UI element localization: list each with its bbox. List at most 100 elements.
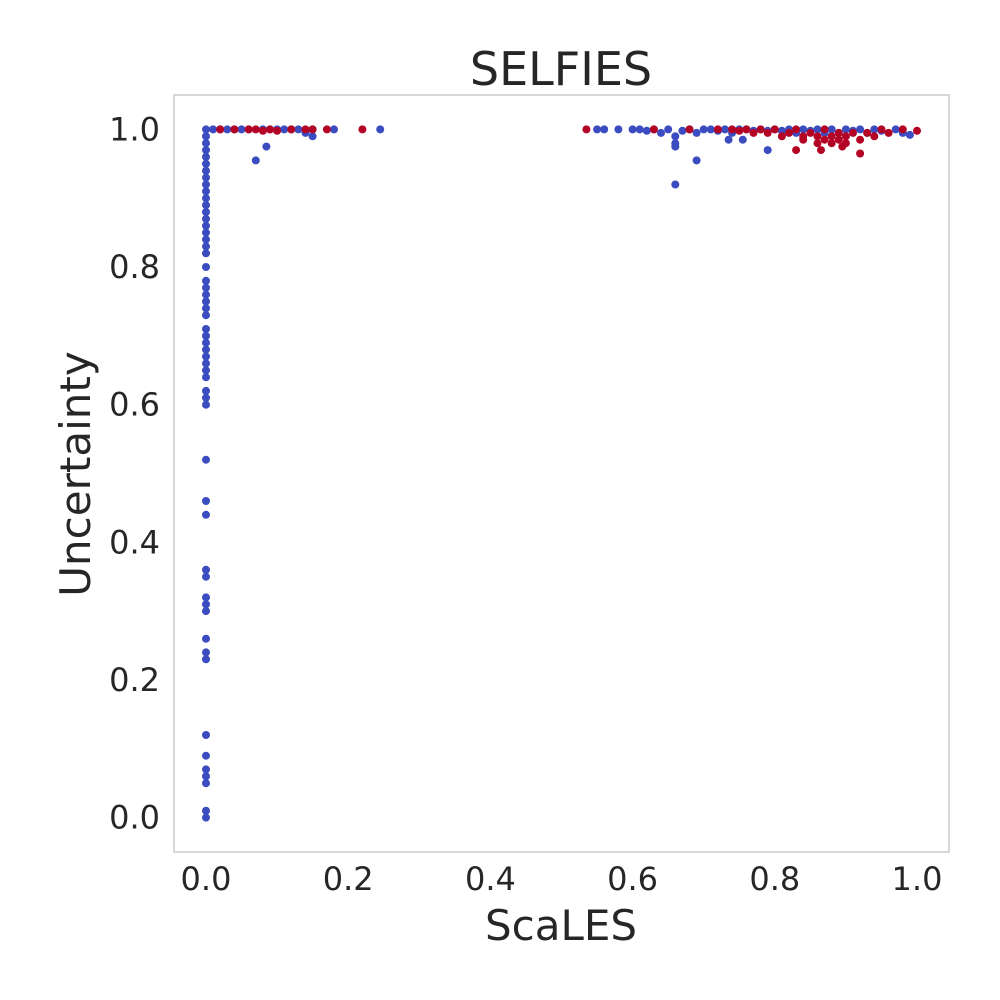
y-tick-label: 0.2 (109, 661, 160, 699)
data-point-blue (763, 146, 772, 155)
data-point-red (813, 139, 822, 148)
data-point-blue (202, 338, 210, 347)
data-point-blue (202, 235, 210, 244)
data-point-red (834, 135, 843, 144)
data-point-red (849, 128, 857, 137)
data-point-blue (202, 400, 210, 409)
data-point-blue (721, 125, 729, 134)
x-tick-label: 1.0 (892, 860, 943, 898)
data-point-red (358, 125, 367, 134)
data-point-blue (692, 128, 701, 137)
data-point-red (735, 126, 744, 135)
data-point-blue (202, 159, 210, 168)
data-point-blue (202, 139, 210, 148)
data-point-blue (841, 125, 850, 134)
data-point-blue (202, 228, 210, 237)
x-tick-label: 0.2 (323, 860, 374, 898)
data-point-red (756, 125, 765, 134)
data-point-blue (635, 125, 644, 134)
data-point-blue (202, 297, 210, 306)
data-point-red (817, 146, 825, 155)
data-point-blue (202, 572, 210, 581)
x-tick-label: 0.4 (465, 860, 516, 898)
data-point-blue (202, 152, 210, 161)
data-point-blue (202, 283, 210, 292)
data-point-blue (891, 125, 900, 134)
data-point-blue (856, 125, 865, 134)
data-point-red (230, 125, 239, 134)
data-point-blue (202, 132, 210, 141)
data-point-blue (202, 125, 210, 134)
data-point-blue (202, 201, 210, 210)
data-point-blue (813, 125, 822, 134)
data-point-blue (202, 731, 210, 739)
data-point-blue (593, 125, 602, 134)
data-point-red (838, 142, 847, 151)
data-point-red (827, 139, 836, 148)
data-point-red (792, 146, 801, 155)
y-tick-label: 1.0 (109, 110, 160, 148)
data-point-blue (642, 126, 651, 135)
data-point-blue (202, 146, 210, 155)
data-point-blue (202, 208, 210, 216)
data-point-blue (706, 125, 715, 134)
data-point-blue (280, 125, 289, 134)
data-point-blue (628, 125, 637, 134)
data-point-red (251, 125, 260, 134)
y-axis-label: Uncertainty (51, 351, 100, 596)
data-point-red (856, 135, 865, 144)
data-point-blue (202, 607, 210, 616)
data-point-blue (692, 156, 701, 165)
data-point-red (820, 125, 829, 134)
data-point-blue (202, 359, 210, 368)
chart-title: SELFIES (470, 42, 652, 96)
data-point-blue (202, 311, 210, 320)
data-point-blue (202, 166, 210, 175)
data-point-blue (202, 290, 210, 299)
data-point-blue (724, 135, 733, 144)
data-point-red (301, 125, 310, 134)
data-point-blue (202, 187, 210, 196)
y-tick-label: 0.0 (109, 799, 160, 837)
data-point-red (841, 132, 850, 141)
data-point-red (913, 126, 921, 135)
data-point-red (322, 125, 331, 134)
data-point-red (856, 149, 865, 158)
data-point-blue (202, 325, 210, 333)
data-point-red (713, 125, 722, 134)
data-point-blue (202, 214, 210, 223)
data-point-blue (202, 249, 210, 258)
data-point-blue (202, 173, 210, 182)
y-tick-label: 0.4 (109, 523, 160, 561)
x-tick-label: 0.0 (181, 860, 232, 898)
data-point-blue (799, 125, 808, 134)
data-point-red (742, 125, 751, 134)
data-point-blue (330, 125, 338, 134)
y-tick-label: 0.6 (109, 386, 160, 424)
x-tick-labels: 0.0 0.2 0.4 0.6 0.8 1.0 (181, 860, 943, 898)
points-layer (202, 125, 921, 822)
data-point-red (728, 125, 737, 134)
data-point-blue (202, 655, 210, 664)
x-tick-label: 0.6 (607, 860, 658, 898)
data-point-blue (600, 125, 609, 134)
data-point-blue (202, 634, 210, 643)
data-point-blue (251, 156, 260, 165)
data-point-blue (657, 128, 665, 137)
data-point-red (884, 128, 893, 137)
data-point-red (827, 132, 836, 141)
x-tick-label: 0.8 (749, 860, 800, 898)
data-point-red (785, 128, 793, 137)
data-point-blue (202, 352, 210, 361)
data-point-red (287, 125, 296, 134)
data-point-red (685, 125, 694, 134)
data-point-blue (777, 126, 786, 135)
data-point-blue (202, 180, 210, 189)
data-point-blue (671, 132, 680, 141)
data-point-blue (202, 751, 210, 760)
data-point-red (777, 132, 786, 141)
data-point-blue (738, 135, 747, 144)
data-point-blue (699, 125, 708, 134)
data-point-blue (202, 497, 210, 505)
data-point-blue (202, 565, 210, 574)
